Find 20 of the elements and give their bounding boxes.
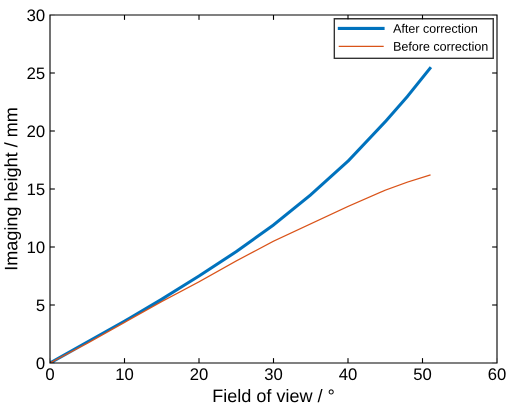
- y-tick-label: 5: [36, 300, 44, 312]
- y-axis-title: Imaging height / mm: [4, 108, 22, 270]
- x-tick-label: 0: [46, 368, 54, 380]
- x-tick-label: 20: [190, 368, 208, 380]
- y-tick-label: 30: [27, 9, 44, 22]
- y-tick-label: 10: [28, 241, 44, 254]
- legend-label: Before correction: [394, 42, 488, 51]
- x-tick-label: 60: [488, 368, 506, 380]
- y-tick-label: 15: [28, 184, 44, 196]
- y-tick-label: 25: [27, 67, 44, 80]
- y-tick-label: 20: [27, 125, 44, 138]
- line-series: [50, 174, 431, 363]
- legend-label: After correction: [393, 24, 478, 33]
- x-tick-label: 40: [339, 368, 357, 380]
- x-tick-label: 50: [414, 368, 432, 380]
- x-tick-label: 10: [116, 368, 134, 380]
- line-series: [50, 66, 432, 363]
- x-axis-title: Field of view / °: [214, 388, 334, 402]
- y-tick-label: 0: [36, 357, 44, 370]
- x-tick-label: 30: [264, 368, 282, 380]
